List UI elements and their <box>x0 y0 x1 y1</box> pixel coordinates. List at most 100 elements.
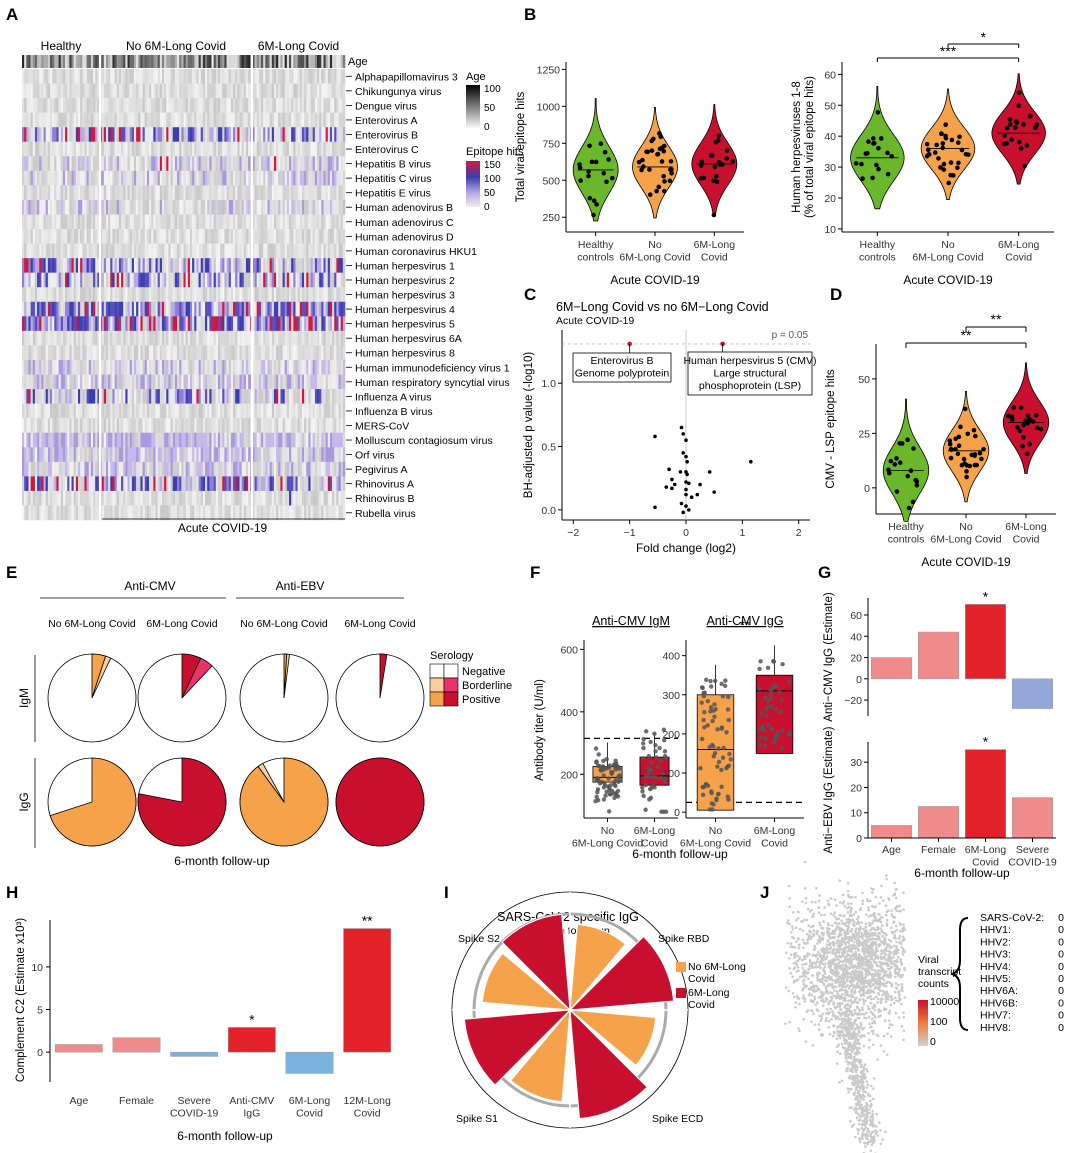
heatmap-cell <box>211 345 214 361</box>
heatmap-cell <box>84 360 87 375</box>
heatmap-cell <box>310 374 313 390</box>
heatmap-cell <box>252 374 255 390</box>
heatmap-cell <box>278 185 281 201</box>
heatmap-cell <box>233 301 236 317</box>
heatmap-cell <box>329 141 333 157</box>
heatmap-cell <box>237 316 240 332</box>
heatmap-age-label: Age <box>348 56 368 68</box>
heatmap-cell <box>269 287 273 302</box>
heatmap-cell <box>282 447 286 463</box>
heatmap-cell <box>114 229 118 244</box>
heatmap-cell <box>273 301 277 317</box>
y-tick-label: 1250 <box>537 64 561 76</box>
heatmap-cell <box>261 403 264 419</box>
heatmap-cell <box>284 98 288 113</box>
heatmap-cell <box>289 287 292 302</box>
heatmap-cell <box>213 432 217 448</box>
heatmap-cell <box>200 316 204 332</box>
heatmap-cell <box>127 83 130 99</box>
heatmap-cell <box>215 490 219 506</box>
heatmap-cell <box>248 229 251 244</box>
heatmap-cell <box>84 83 87 99</box>
heatmap-cell <box>131 505 135 521</box>
heatmap-age-cell <box>65 55 68 68</box>
heatmap-cell <box>116 389 120 404</box>
heatmap-cell <box>329 287 333 302</box>
heatmap-cell <box>129 287 133 302</box>
heatmap-cell <box>39 258 42 273</box>
heatmap-cell <box>123 272 126 288</box>
heatmap-cell <box>67 301 70 317</box>
heatmap-cell <box>192 505 195 521</box>
heatmap-cell <box>164 185 167 201</box>
heatmap-cell <box>342 505 346 521</box>
heatmap-cell <box>159 461 163 477</box>
heatmap-age-cell <box>32 55 36 68</box>
heatmap-cell <box>26 418 29 433</box>
heatmap-cell <box>265 490 268 506</box>
heatmap-cell <box>332 98 335 113</box>
heatmap-cell <box>334 360 337 375</box>
heatmap-cell <box>174 432 178 448</box>
heatmap-cell <box>295 403 298 419</box>
heatmap-cell <box>62 316 66 332</box>
heatmap-cell <box>241 360 245 375</box>
heatmap-cell <box>41 389 44 404</box>
heatmap-cell <box>56 490 59 506</box>
heatmap-cell <box>207 461 210 477</box>
heatmap-cell <box>56 447 59 463</box>
heatmap-cell <box>88 83 92 99</box>
heatmap-cell <box>329 127 333 142</box>
heatmap-cell <box>306 272 309 288</box>
heatmap-cell <box>69 170 72 186</box>
heatmap-cell <box>340 199 344 215</box>
heatmap-cell <box>205 127 208 142</box>
heatmap-cell <box>114 360 118 375</box>
heatmap-cell <box>73 447 77 463</box>
heatmap-cell <box>217 432 221 448</box>
heatmap-cell <box>123 287 126 302</box>
heatmap-cell <box>228 432 232 448</box>
heatmap-cell <box>82 505 85 521</box>
heatmap-cell <box>312 112 316 128</box>
heatmap-cell <box>121 360 124 375</box>
heatmap-cell <box>289 272 292 288</box>
heatmap-cell <box>181 374 184 390</box>
heatmap-age-cell <box>166 55 169 68</box>
heatmap-cell <box>58 199 62 215</box>
heatmap-cell <box>211 301 214 317</box>
heatmap-cell <box>265 476 268 492</box>
heatmap-cell <box>177 418 180 433</box>
heatmap-cell <box>26 360 29 375</box>
heatmap-cell <box>69 287 72 302</box>
heatmap-cell <box>269 185 273 201</box>
heatmap-cell <box>101 330 105 346</box>
heatmap-cell <box>211 403 214 419</box>
heatmap-cell <box>41 141 44 157</box>
heatmap-cell <box>105 272 109 288</box>
heatmap-cell <box>138 345 141 361</box>
heatmap-cell <box>252 476 255 492</box>
heatmap-cell <box>43 403 46 419</box>
heatmap-cell <box>127 258 130 273</box>
heatmap-cell <box>284 69 288 84</box>
heatmap-cell <box>263 389 266 404</box>
heatmap-cell <box>211 330 214 346</box>
heatmap-cell <box>301 505 305 521</box>
heatmap-cell <box>228 214 232 230</box>
panel-letter-I: I <box>444 883 449 902</box>
heatmap-cell <box>47 360 51 375</box>
heatmap-cell <box>159 199 163 215</box>
heatmap-cell <box>28 199 31 215</box>
heatmap-cell <box>86 243 90 259</box>
heatmap-cell <box>56 301 59 317</box>
heatmap-cell <box>228 505 232 521</box>
heatmap-cell <box>114 316 118 332</box>
heatmap-cell <box>174 199 178 215</box>
heatmap-cell <box>84 199 87 215</box>
heatmap-cell <box>114 98 118 113</box>
data-point <box>713 139 719 145</box>
heatmap-cell <box>321 141 324 157</box>
heatmap-cell <box>323 418 326 433</box>
heatmap-cell <box>93 490 96 506</box>
